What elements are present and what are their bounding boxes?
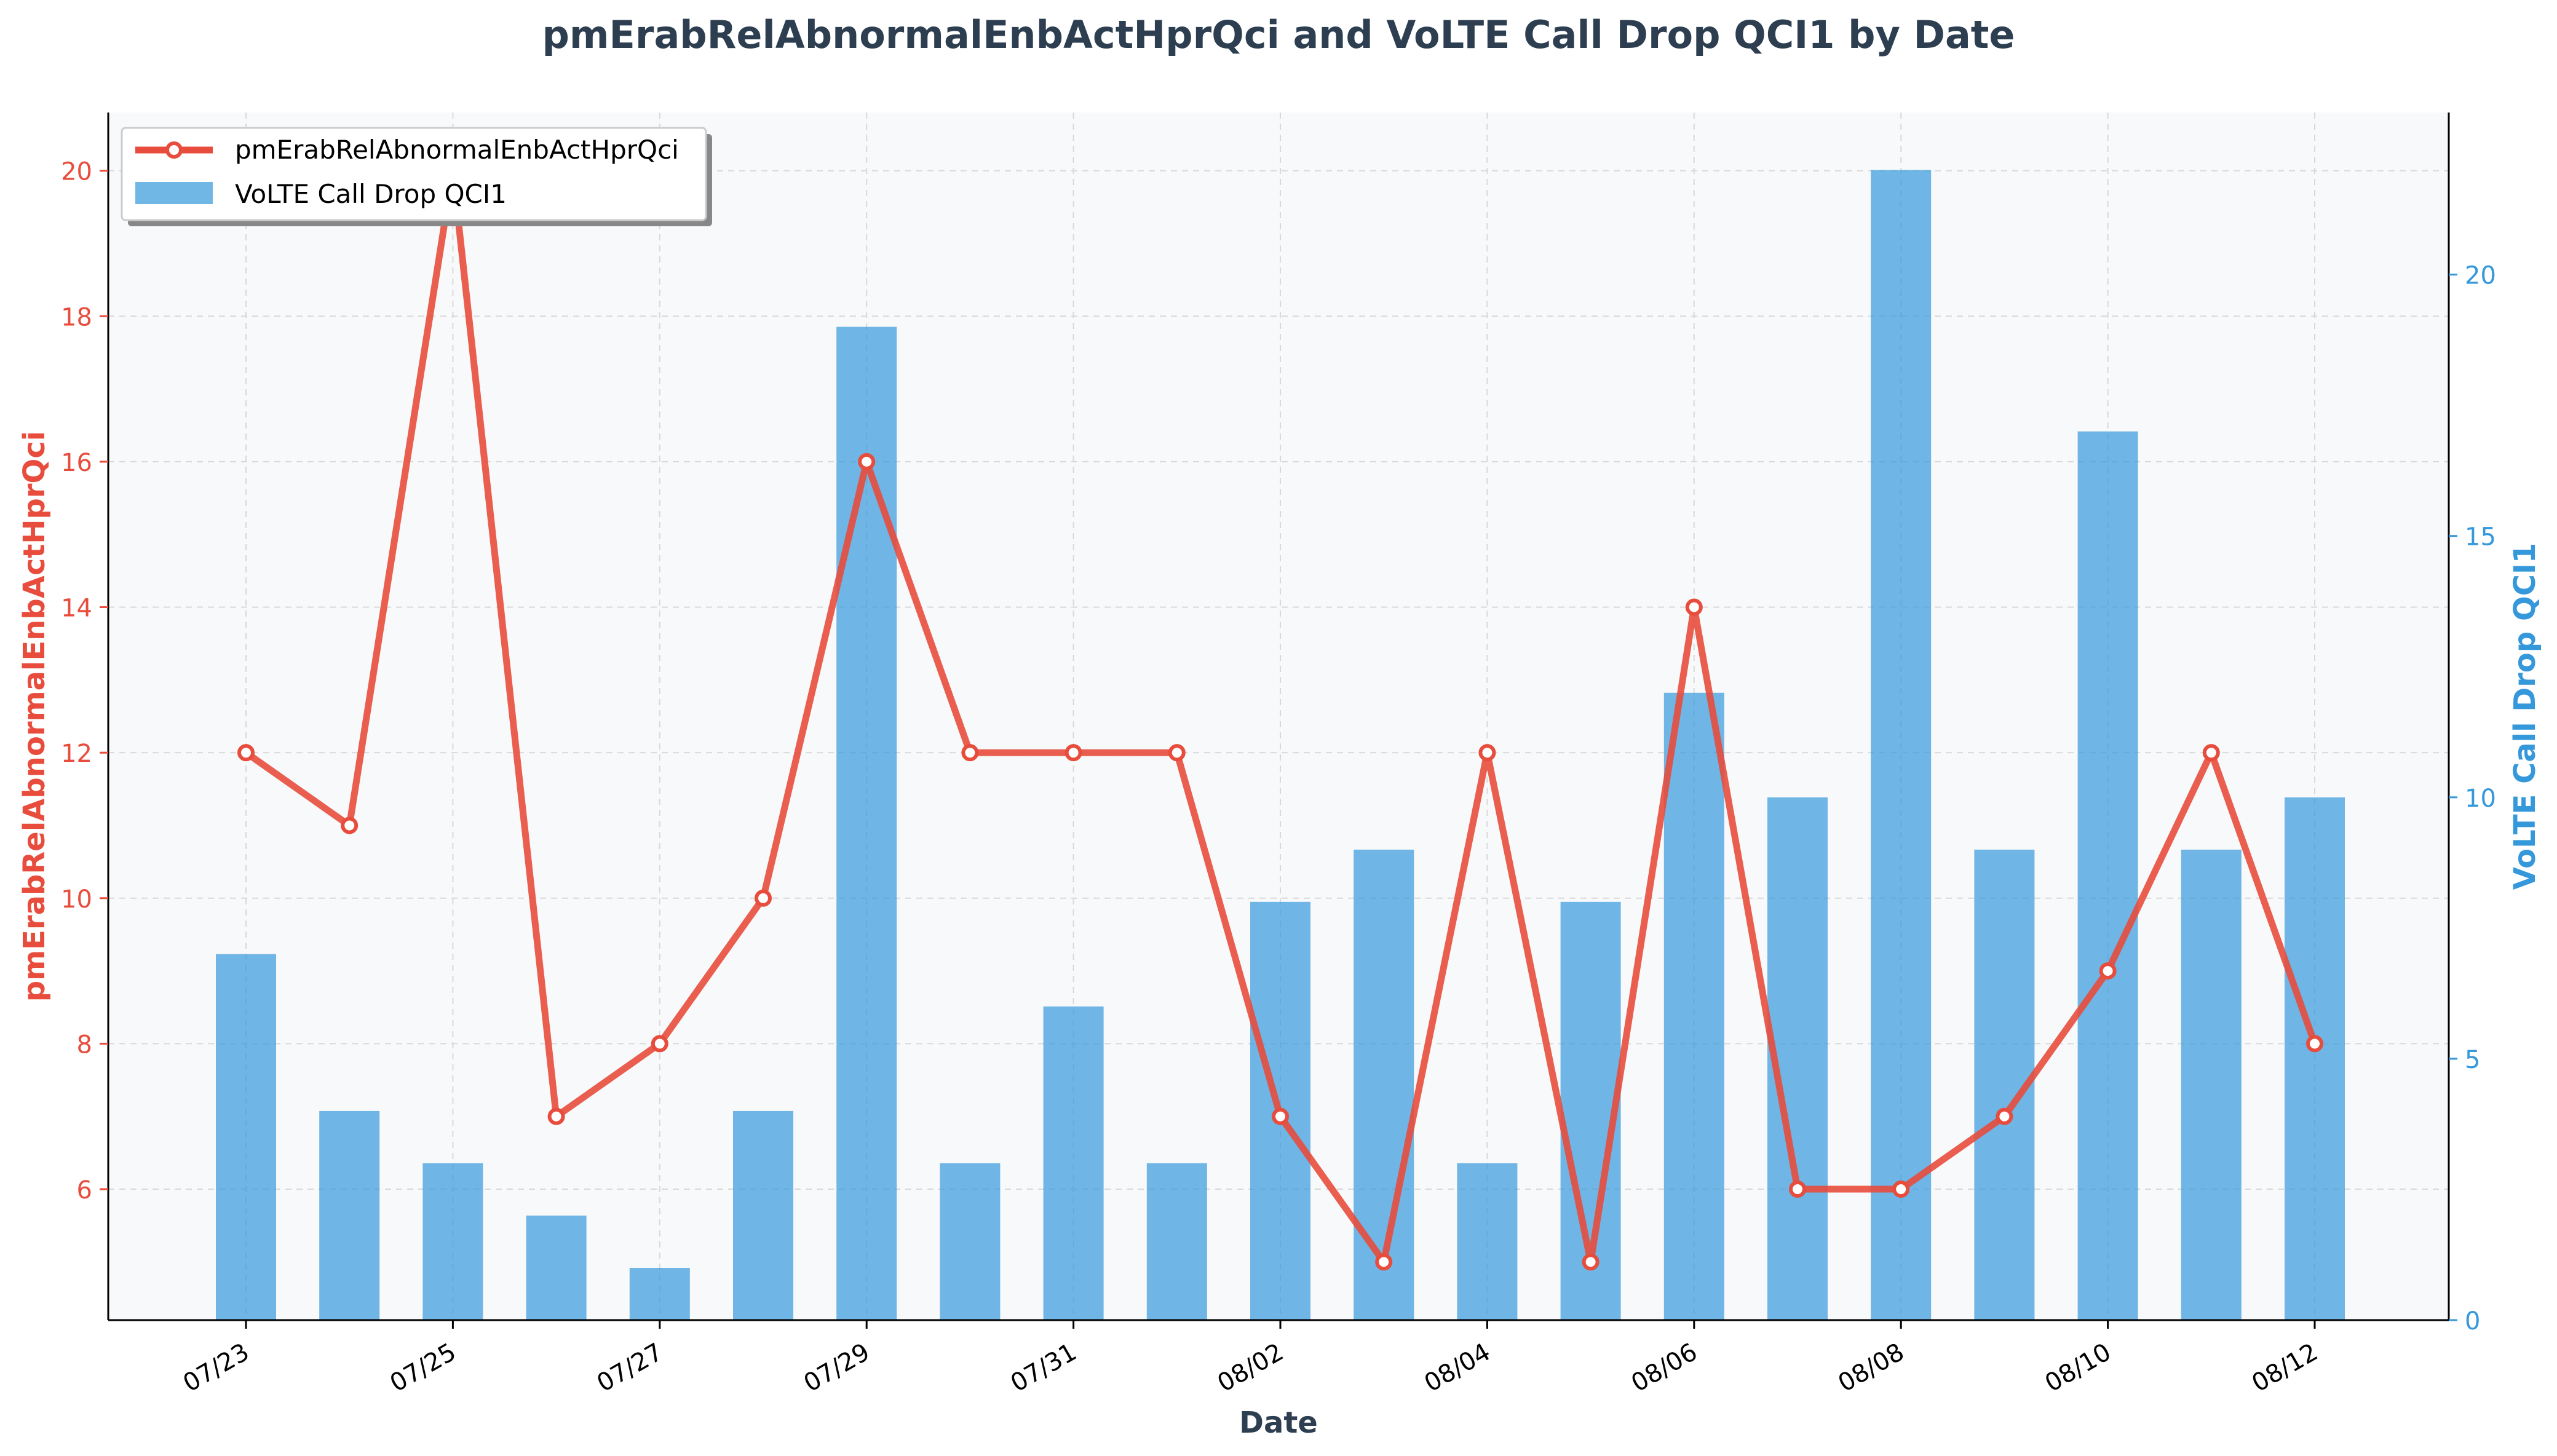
y-left-tick-label: 14 bbox=[61, 595, 92, 623]
bar-07/24 bbox=[319, 1110, 380, 1320]
bar-07/30 bbox=[940, 1163, 1001, 1320]
line-series bbox=[237, 162, 2323, 1271]
bar-07/23 bbox=[216, 954, 276, 1320]
bar-08/08 bbox=[1871, 170, 1932, 1320]
bar-07/28 bbox=[733, 1110, 793, 1320]
point-08/10 bbox=[2099, 962, 2117, 980]
legend: pmErabRelAbnormalEnbActHprQci VoLTE Call… bbox=[121, 127, 712, 226]
bar-07/31 bbox=[1043, 1006, 1104, 1320]
bar-08/06 bbox=[1663, 692, 1724, 1320]
y-right-tick-label: 0 bbox=[2465, 1307, 2480, 1335]
point-08/04 bbox=[1478, 744, 1496, 762]
legend-label-bar: VoLTE Call Drop QCI1 bbox=[235, 179, 507, 209]
bar-07/29 bbox=[836, 326, 897, 1320]
y-left-tick-label: 20 bbox=[61, 158, 92, 186]
y-left-tick-label: 18 bbox=[61, 303, 92, 331]
legend-box bbox=[121, 127, 707, 221]
point-07/23 bbox=[237, 744, 255, 762]
bar-series bbox=[216, 170, 2345, 1320]
bar-08/12 bbox=[2285, 797, 2345, 1320]
y-right-tick-label: 10 bbox=[2465, 785, 2496, 813]
legend-line-marker bbox=[165, 141, 183, 159]
point-08/09 bbox=[1996, 1107, 2013, 1125]
chart-title: pmErabRelAbnormalEnbActHprQci and VoLTE … bbox=[542, 12, 2015, 57]
y-right-tick-label: 5 bbox=[2465, 1046, 2480, 1074]
point-07/30 bbox=[961, 744, 979, 762]
y-right-axis-label: VoLTE Call Drop QCI1 bbox=[2508, 543, 2542, 890]
bar-08/11 bbox=[2181, 849, 2242, 1320]
point-07/31 bbox=[1064, 744, 1082, 762]
point-07/26 bbox=[547, 1107, 565, 1125]
bar-07/26 bbox=[526, 1215, 587, 1320]
bar-08/04 bbox=[1457, 1163, 1518, 1320]
y-left-tick-label: 10 bbox=[61, 885, 92, 914]
bar-07/27 bbox=[629, 1267, 690, 1320]
point-07/24 bbox=[341, 817, 359, 834]
point-07/27 bbox=[651, 1035, 668, 1053]
point-08/05 bbox=[1582, 1253, 1600, 1271]
y-left-tick-label: 6 bbox=[77, 1176, 92, 1205]
point-07/29 bbox=[858, 453, 876, 470]
point-08/06 bbox=[1685, 598, 1703, 616]
bar-08/03 bbox=[1354, 849, 1414, 1320]
y-right-tick-label: 20 bbox=[2465, 262, 2496, 290]
y-left-tick-label: 8 bbox=[77, 1031, 92, 1059]
x-axis-label: Date bbox=[1239, 1406, 1318, 1440]
point-08/12 bbox=[2306, 1035, 2323, 1053]
y-right-tick-label: 15 bbox=[2465, 523, 2496, 552]
bar-08/10 bbox=[2077, 431, 2138, 1320]
point-08/11 bbox=[2202, 744, 2220, 762]
y-left-tick-label: 12 bbox=[61, 740, 92, 768]
legend-label-line: pmErabRelAbnormalEnbActHprQci bbox=[235, 135, 679, 165]
bar-07/25 bbox=[422, 1163, 483, 1320]
point-08/07 bbox=[1789, 1181, 1806, 1198]
legend-bar-swatch bbox=[135, 182, 213, 204]
point-08/01 bbox=[1168, 744, 1186, 762]
y-left-axis-label: pmErabRelAbnormalEnbActHprQci bbox=[17, 431, 52, 1002]
point-08/03 bbox=[1375, 1253, 1393, 1271]
bar-08/01 bbox=[1146, 1163, 1207, 1320]
y-left-tick-label: 16 bbox=[61, 449, 92, 477]
point-07/28 bbox=[755, 889, 772, 907]
point-08/02 bbox=[1272, 1107, 1289, 1125]
axes bbox=[100, 113, 2457, 1329]
point-08/08 bbox=[1892, 1181, 1910, 1198]
